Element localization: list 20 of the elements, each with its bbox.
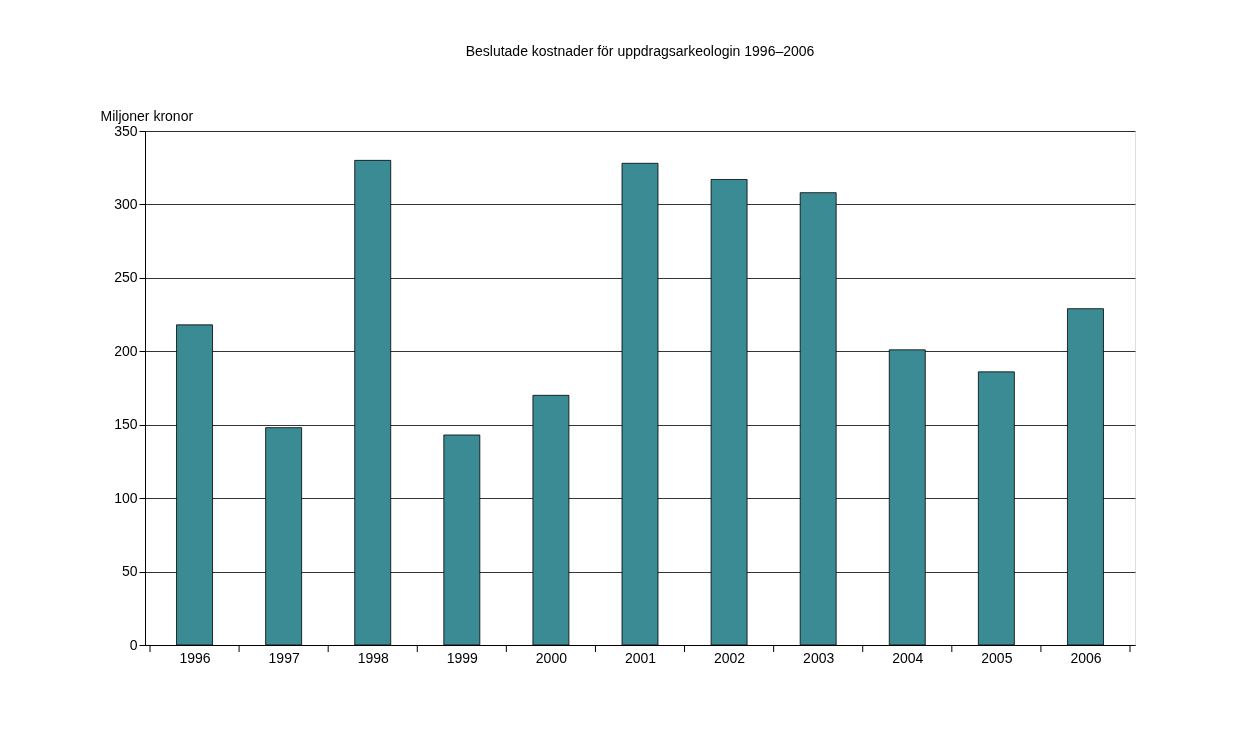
x-tick-label: 1996 xyxy=(179,649,211,666)
y-tick-label: 0 xyxy=(129,636,138,653)
x-tick-label: 1999 xyxy=(446,649,479,666)
x-tick-label: 2003 xyxy=(803,649,835,666)
y-tick-label: 200 xyxy=(114,342,138,359)
x-tick-label: 2004 xyxy=(892,649,924,666)
y-tick-label: 50 xyxy=(121,563,138,580)
chart-title: Beslutade kostnader för uppdragsarkeologin 1996–2006 xyxy=(465,43,815,59)
x-tick-label: 2005 xyxy=(981,649,1013,666)
y-tick-label: 100 xyxy=(114,489,138,506)
x-tick-label: 2000 xyxy=(535,649,568,666)
y-tick-label: 300 xyxy=(114,195,138,212)
x-tick-label: 1998 xyxy=(357,649,390,666)
y-tick-label: 150 xyxy=(114,416,138,433)
x-tick-label: 2006 xyxy=(1070,649,1102,666)
y-tick-label: 250 xyxy=(114,269,138,286)
y-axis-title: Miljoner kronor xyxy=(100,107,194,124)
x-tick-label: 2002 xyxy=(714,649,746,666)
x-tick-label: 1997 xyxy=(268,649,300,666)
x-tick-label: 2001 xyxy=(624,649,657,666)
